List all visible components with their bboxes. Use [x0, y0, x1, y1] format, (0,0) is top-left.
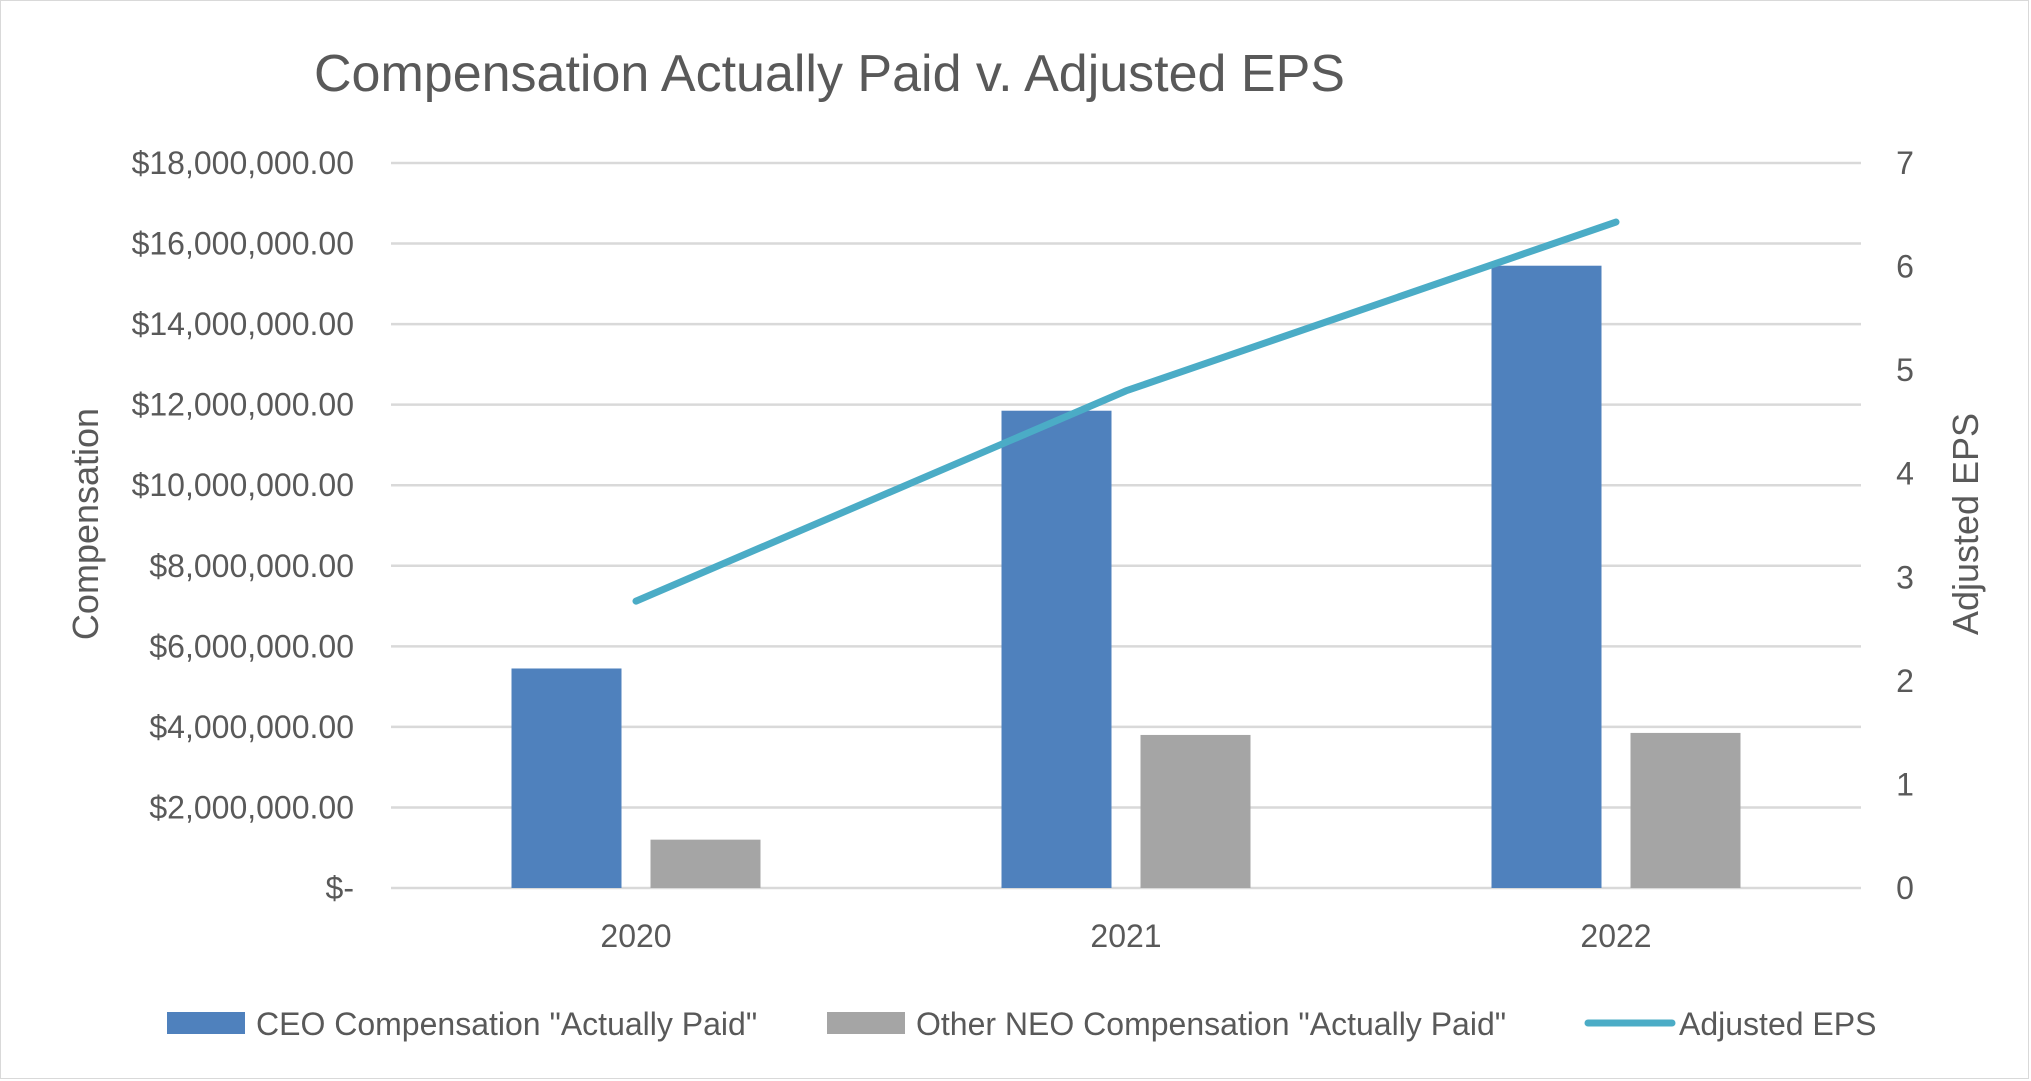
- legend-swatch: [167, 1012, 245, 1034]
- category-label: 2021: [1090, 918, 1161, 954]
- category-labels: 2020 2021 2022: [600, 918, 1651, 954]
- left-axis-title: Compensation: [65, 408, 106, 640]
- legend-label: Other NEO Compensation "Actually Paid": [916, 1006, 1506, 1042]
- right-tick-label: 0: [1896, 870, 1914, 906]
- gridlines: [391, 161, 1861, 890]
- neo-bar: [650, 839, 761, 888]
- chart-title: Compensation Actually Paid v. Adjusted E…: [314, 45, 1345, 103]
- neo-bar: [1140, 734, 1251, 888]
- legend-label: Adjusted EPS: [1679, 1006, 1876, 1042]
- category-label: 2020: [600, 918, 671, 954]
- left-tick-label: $16,000,000.00: [132, 226, 354, 262]
- right-tick-label: 6: [1896, 249, 1914, 285]
- legend-swatch: [827, 1012, 905, 1034]
- right-tick-label: 4: [1896, 456, 1914, 492]
- right-tick-label: 2: [1896, 663, 1914, 699]
- legend-item: CEO Compensation "Actually Paid": [167, 1006, 757, 1042]
- legend-item: Adjusted EPS: [1584, 1006, 1876, 1042]
- neo-bar: [1630, 732, 1741, 888]
- eps-line: [632, 218, 1620, 605]
- left-tick-label: $2,000,000.00: [149, 789, 354, 825]
- right-tick-label: 5: [1896, 352, 1914, 388]
- left-tick-label: $4,000,000.00: [149, 709, 354, 745]
- bars: [511, 265, 1741, 888]
- right-tick-label: 7: [1896, 145, 1914, 181]
- category-label: 2022: [1580, 918, 1651, 954]
- ceo-bar: [1491, 265, 1602, 888]
- left-tick-label: $6,000,000.00: [149, 628, 354, 664]
- legend-item: Other NEO Compensation "Actually Paid": [827, 1006, 1506, 1042]
- left-tick-label: $12,000,000.00: [132, 387, 354, 423]
- right-tick-label: 3: [1896, 559, 1914, 595]
- legend-label: CEO Compensation "Actually Paid": [256, 1006, 757, 1042]
- legend: CEO Compensation "Actually Paid" Other NE…: [167, 1006, 1876, 1042]
- left-tick-label: $8,000,000.00: [149, 548, 354, 584]
- left-tick-label: $-: [326, 870, 354, 906]
- eps-line-path: [632, 218, 1620, 605]
- ceo-bar: [511, 668, 622, 888]
- left-tick-label: $14,000,000.00: [132, 306, 354, 342]
- left-tick-label: $18,000,000.00: [132, 145, 354, 181]
- left-axis-ticks: $- $2,000,000.00 $4,000,000.00 $6,000,000.0…: [132, 145, 354, 906]
- right-tick-label: 1: [1896, 766, 1914, 802]
- ceo-bar: [1001, 410, 1112, 888]
- left-tick-label: $10,000,000.00: [132, 467, 354, 503]
- right-axis-ticks: 0 1 2 3 4 5 6 7: [1896, 145, 1914, 906]
- right-axis-title: Adjusted EPS: [1945, 413, 1986, 635]
